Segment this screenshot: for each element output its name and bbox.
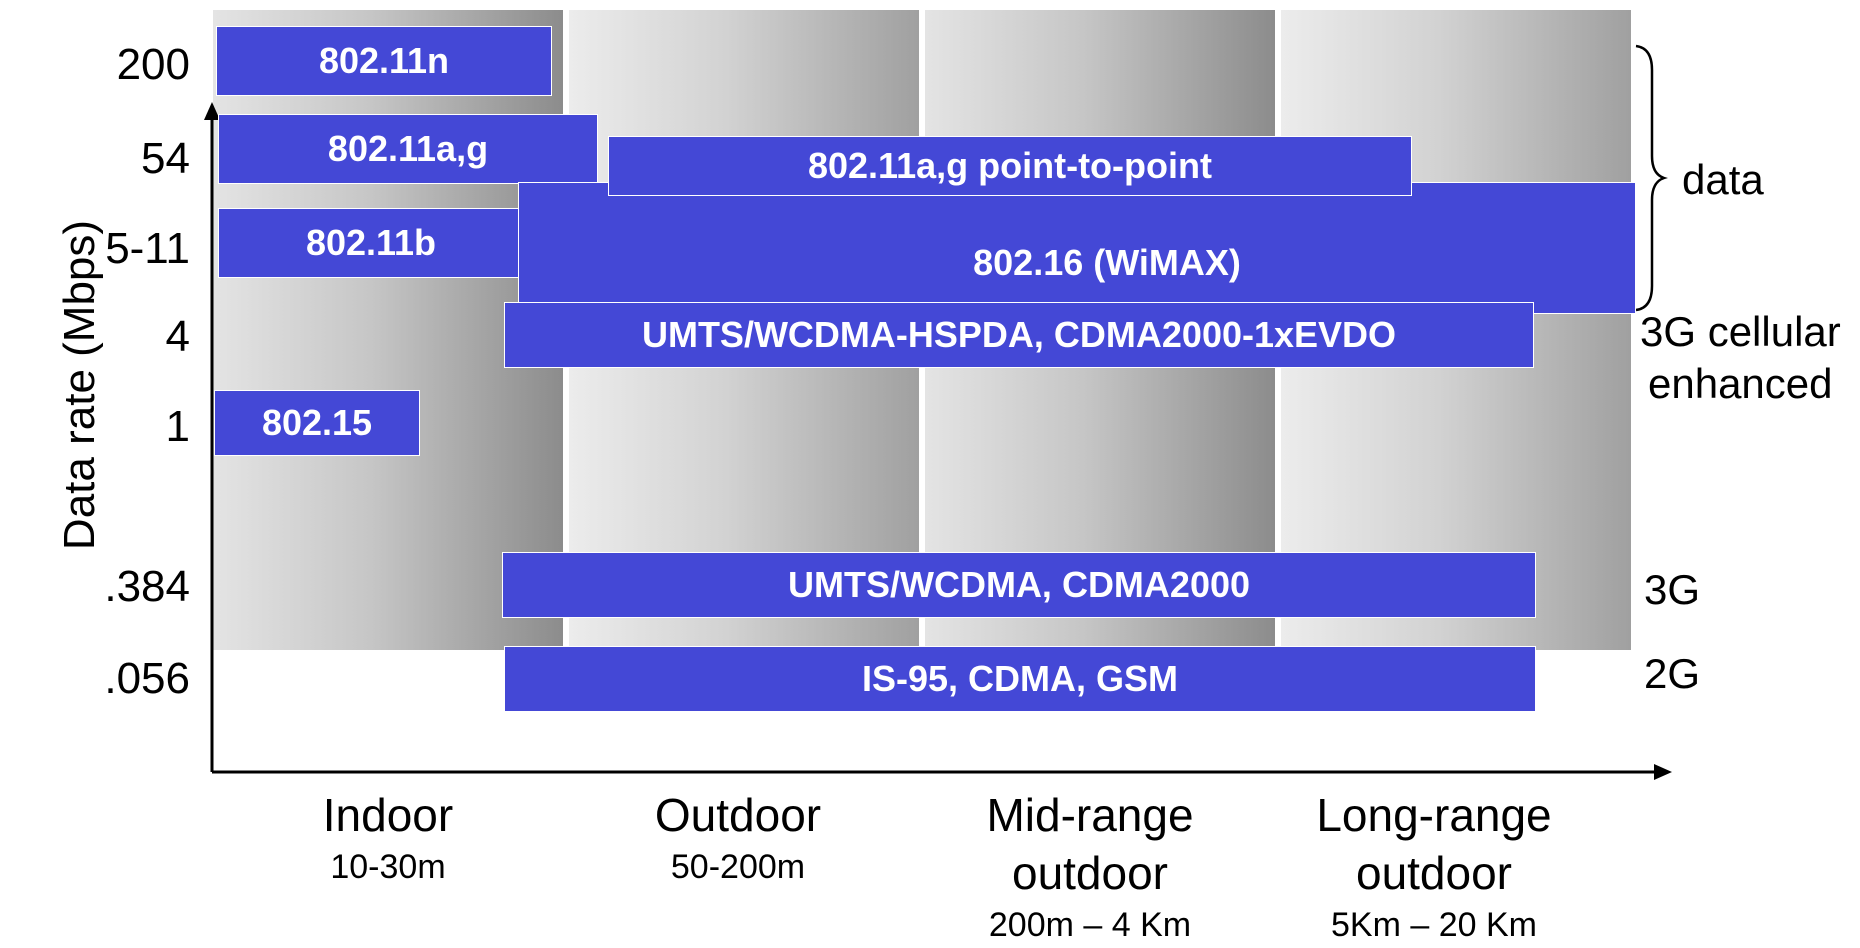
data-brace (1635, 44, 1668, 312)
bar-umts-hspda: UMTS/WCDMA-HSPDA, CDMA2000-1xEVDO (504, 302, 1534, 368)
bar-802-15: 802.15 (214, 390, 420, 456)
x-cat-longrange-name: Long-range outdoor (1316, 789, 1552, 899)
x-cat-outdoor-name: Outdoor (654, 789, 822, 841)
y-axis-arrow (204, 102, 220, 120)
x-cat-midrange: Mid-range outdoor 200m – 4 Km (920, 786, 1260, 948)
bar-802-11ag: 802.11a,g (218, 114, 598, 184)
y-tick-056: .056 (104, 654, 190, 703)
y-tick-4: 4 (165, 312, 190, 361)
bar-umts-cdma2000: UMTS/WCDMA, CDMA2000 (502, 552, 1536, 618)
bar-802-11n: 802.11n (216, 26, 552, 96)
label-enhanced: enhanced (1648, 360, 1833, 407)
bar-is95-cdma-gsm: IS-95, CDMA, GSM (504, 646, 1536, 712)
y-tick-384: .384 (104, 562, 190, 611)
y-tick-200: 200 (116, 40, 190, 89)
x-cat-indoor-range: 10-30m (330, 848, 446, 886)
x-cat-midrange-name: Mid-range outdoor (986, 789, 1194, 899)
x-cat-longrange: Long-range outdoor 5Km – 20 Km (1264, 786, 1604, 948)
x-cat-outdoor-range: 50-200m (670, 848, 806, 886)
y-tick-1: 1 (165, 402, 190, 451)
label-2g: 2G (1644, 650, 1701, 697)
x-cat-indoor-name: Indoor (322, 789, 454, 841)
y-tick-5-11: 5-11 (105, 224, 190, 273)
label-data: data (1682, 156, 1764, 203)
x-cat-longrange-range: 5Km – 20 Km (1331, 906, 1537, 944)
label-3g-cellular: 3G cellular (1640, 308, 1841, 355)
bar-802-11b: 802.11b (218, 208, 524, 278)
y-tick-54: 54 (141, 134, 190, 183)
bar-802-11ag-ptp: 802.11a,g point-to-point (608, 136, 1412, 196)
x-cat-outdoor: Outdoor 50-200m (568, 786, 908, 890)
label-3g: 3G (1644, 566, 1701, 613)
x-cat-midrange-range: 200m – 4 Km (988, 906, 1192, 944)
x-axis-arrow (1654, 764, 1672, 780)
x-cat-indoor: Indoor 10-30m (218, 786, 558, 890)
bar-802-16-wimax: 802.16 (WiMAX) (518, 182, 1636, 314)
